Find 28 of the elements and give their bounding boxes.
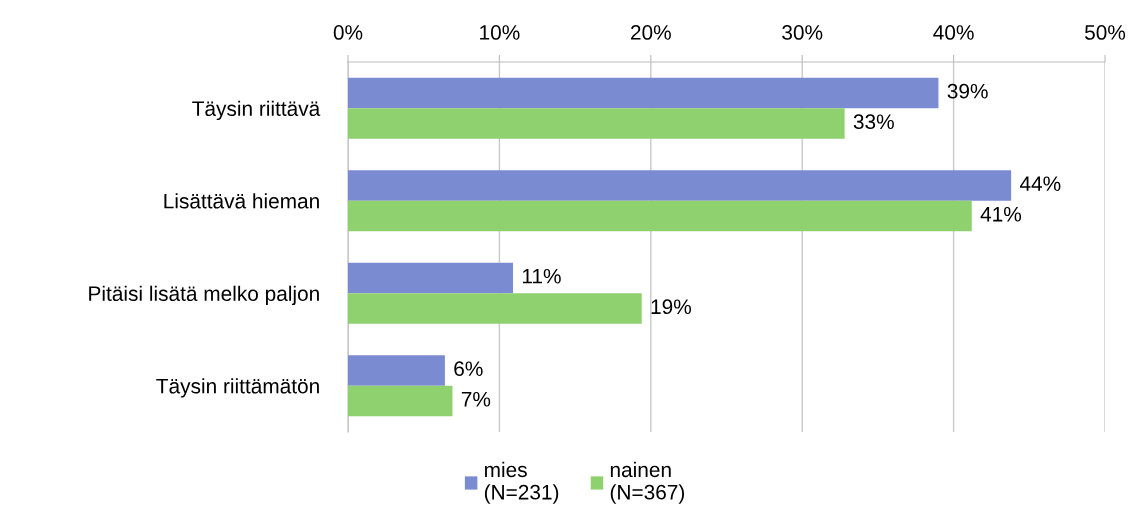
y-tick-label: Lisättävä hieman xyxy=(164,193,319,209)
y-tick-label: Täysin riittämätön xyxy=(156,378,319,398)
data-label: 7% xyxy=(461,391,491,407)
y-tick-label: Täysin riittävä xyxy=(192,100,321,121)
bar xyxy=(348,200,972,232)
legend-label: nainen (N=367) xyxy=(610,461,685,504)
bar xyxy=(348,108,845,139)
bar xyxy=(348,355,445,386)
x-tick-label: 10% xyxy=(480,25,520,40)
bar xyxy=(348,170,1012,201)
x-tick-label: 40% xyxy=(933,25,974,40)
data-label: 39% xyxy=(947,83,988,99)
x-tick-label: 0% xyxy=(333,25,363,40)
bar xyxy=(348,77,939,109)
bar xyxy=(348,262,514,294)
bar xyxy=(348,293,642,324)
data-label: 11% xyxy=(522,268,561,284)
data-label: 33% xyxy=(853,114,894,130)
x-tick-label: 30% xyxy=(782,25,823,40)
x-tick-label: 50% xyxy=(1084,25,1126,40)
legend-label: mies (N=231) xyxy=(484,461,559,504)
data-label: 19% xyxy=(651,299,692,315)
bar xyxy=(348,385,453,417)
data-label: 44% xyxy=(1019,176,1061,191)
y-tick-label: Pitäisi lisätä melko paljon xyxy=(89,285,319,306)
data-label: 41% xyxy=(980,206,1022,222)
data-label: 6% xyxy=(454,361,483,377)
x-tick-label: 20% xyxy=(631,25,671,40)
